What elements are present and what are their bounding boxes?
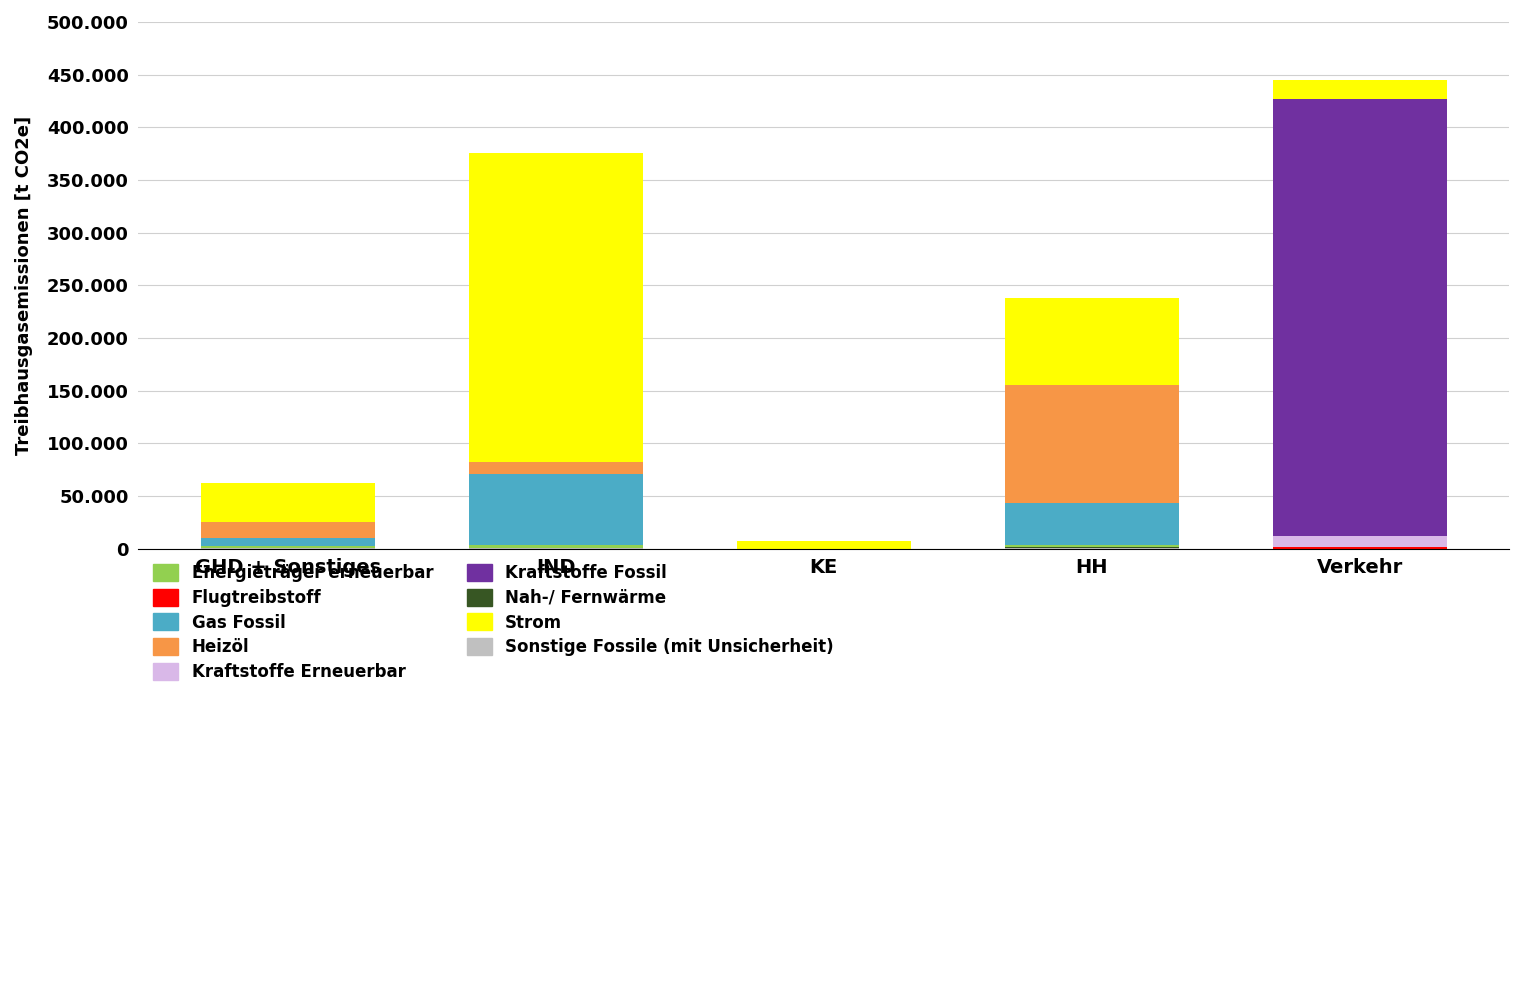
Bar (1273, 99, 1446, 536)
Bar (469, 474, 643, 545)
Bar (469, 154, 643, 461)
Bar (1273, 80, 1446, 99)
Bar (1004, 298, 1178, 385)
Bar (201, 537, 375, 546)
Bar (469, 545, 643, 548)
Bar (1004, 545, 1178, 547)
Bar (1004, 503, 1178, 545)
Y-axis label: Treibhausgasemissionen [t CO2e]: Treibhausgasemissionen [t CO2e] (15, 116, 34, 455)
Bar (1004, 547, 1178, 548)
Legend: Energieträger erneuerbar, Flugtreibstoff, Gas Fossil, Heizöl, Kraftstoffe Erneue: Energieträger erneuerbar, Flugtreibstoff… (146, 557, 840, 688)
Bar (201, 522, 375, 537)
Bar (469, 461, 643, 474)
Bar (736, 541, 911, 549)
Bar (1273, 536, 1446, 546)
Bar (1004, 385, 1178, 503)
Bar (201, 546, 375, 548)
Bar (201, 483, 375, 522)
Bar (1273, 546, 1446, 549)
